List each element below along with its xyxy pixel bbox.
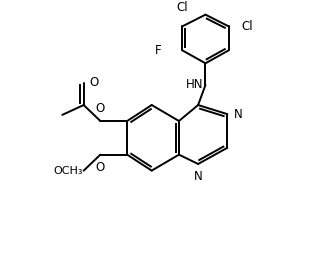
Text: OCH₃: OCH₃	[53, 166, 82, 176]
Text: F: F	[155, 44, 162, 57]
Text: N: N	[233, 108, 242, 121]
Text: N: N	[194, 170, 202, 183]
Text: O: O	[96, 102, 105, 115]
Text: Cl: Cl	[242, 20, 253, 33]
Text: O: O	[90, 76, 99, 90]
Text: O: O	[96, 161, 105, 174]
Text: HN: HN	[185, 78, 203, 91]
Text: Cl: Cl	[176, 1, 188, 14]
